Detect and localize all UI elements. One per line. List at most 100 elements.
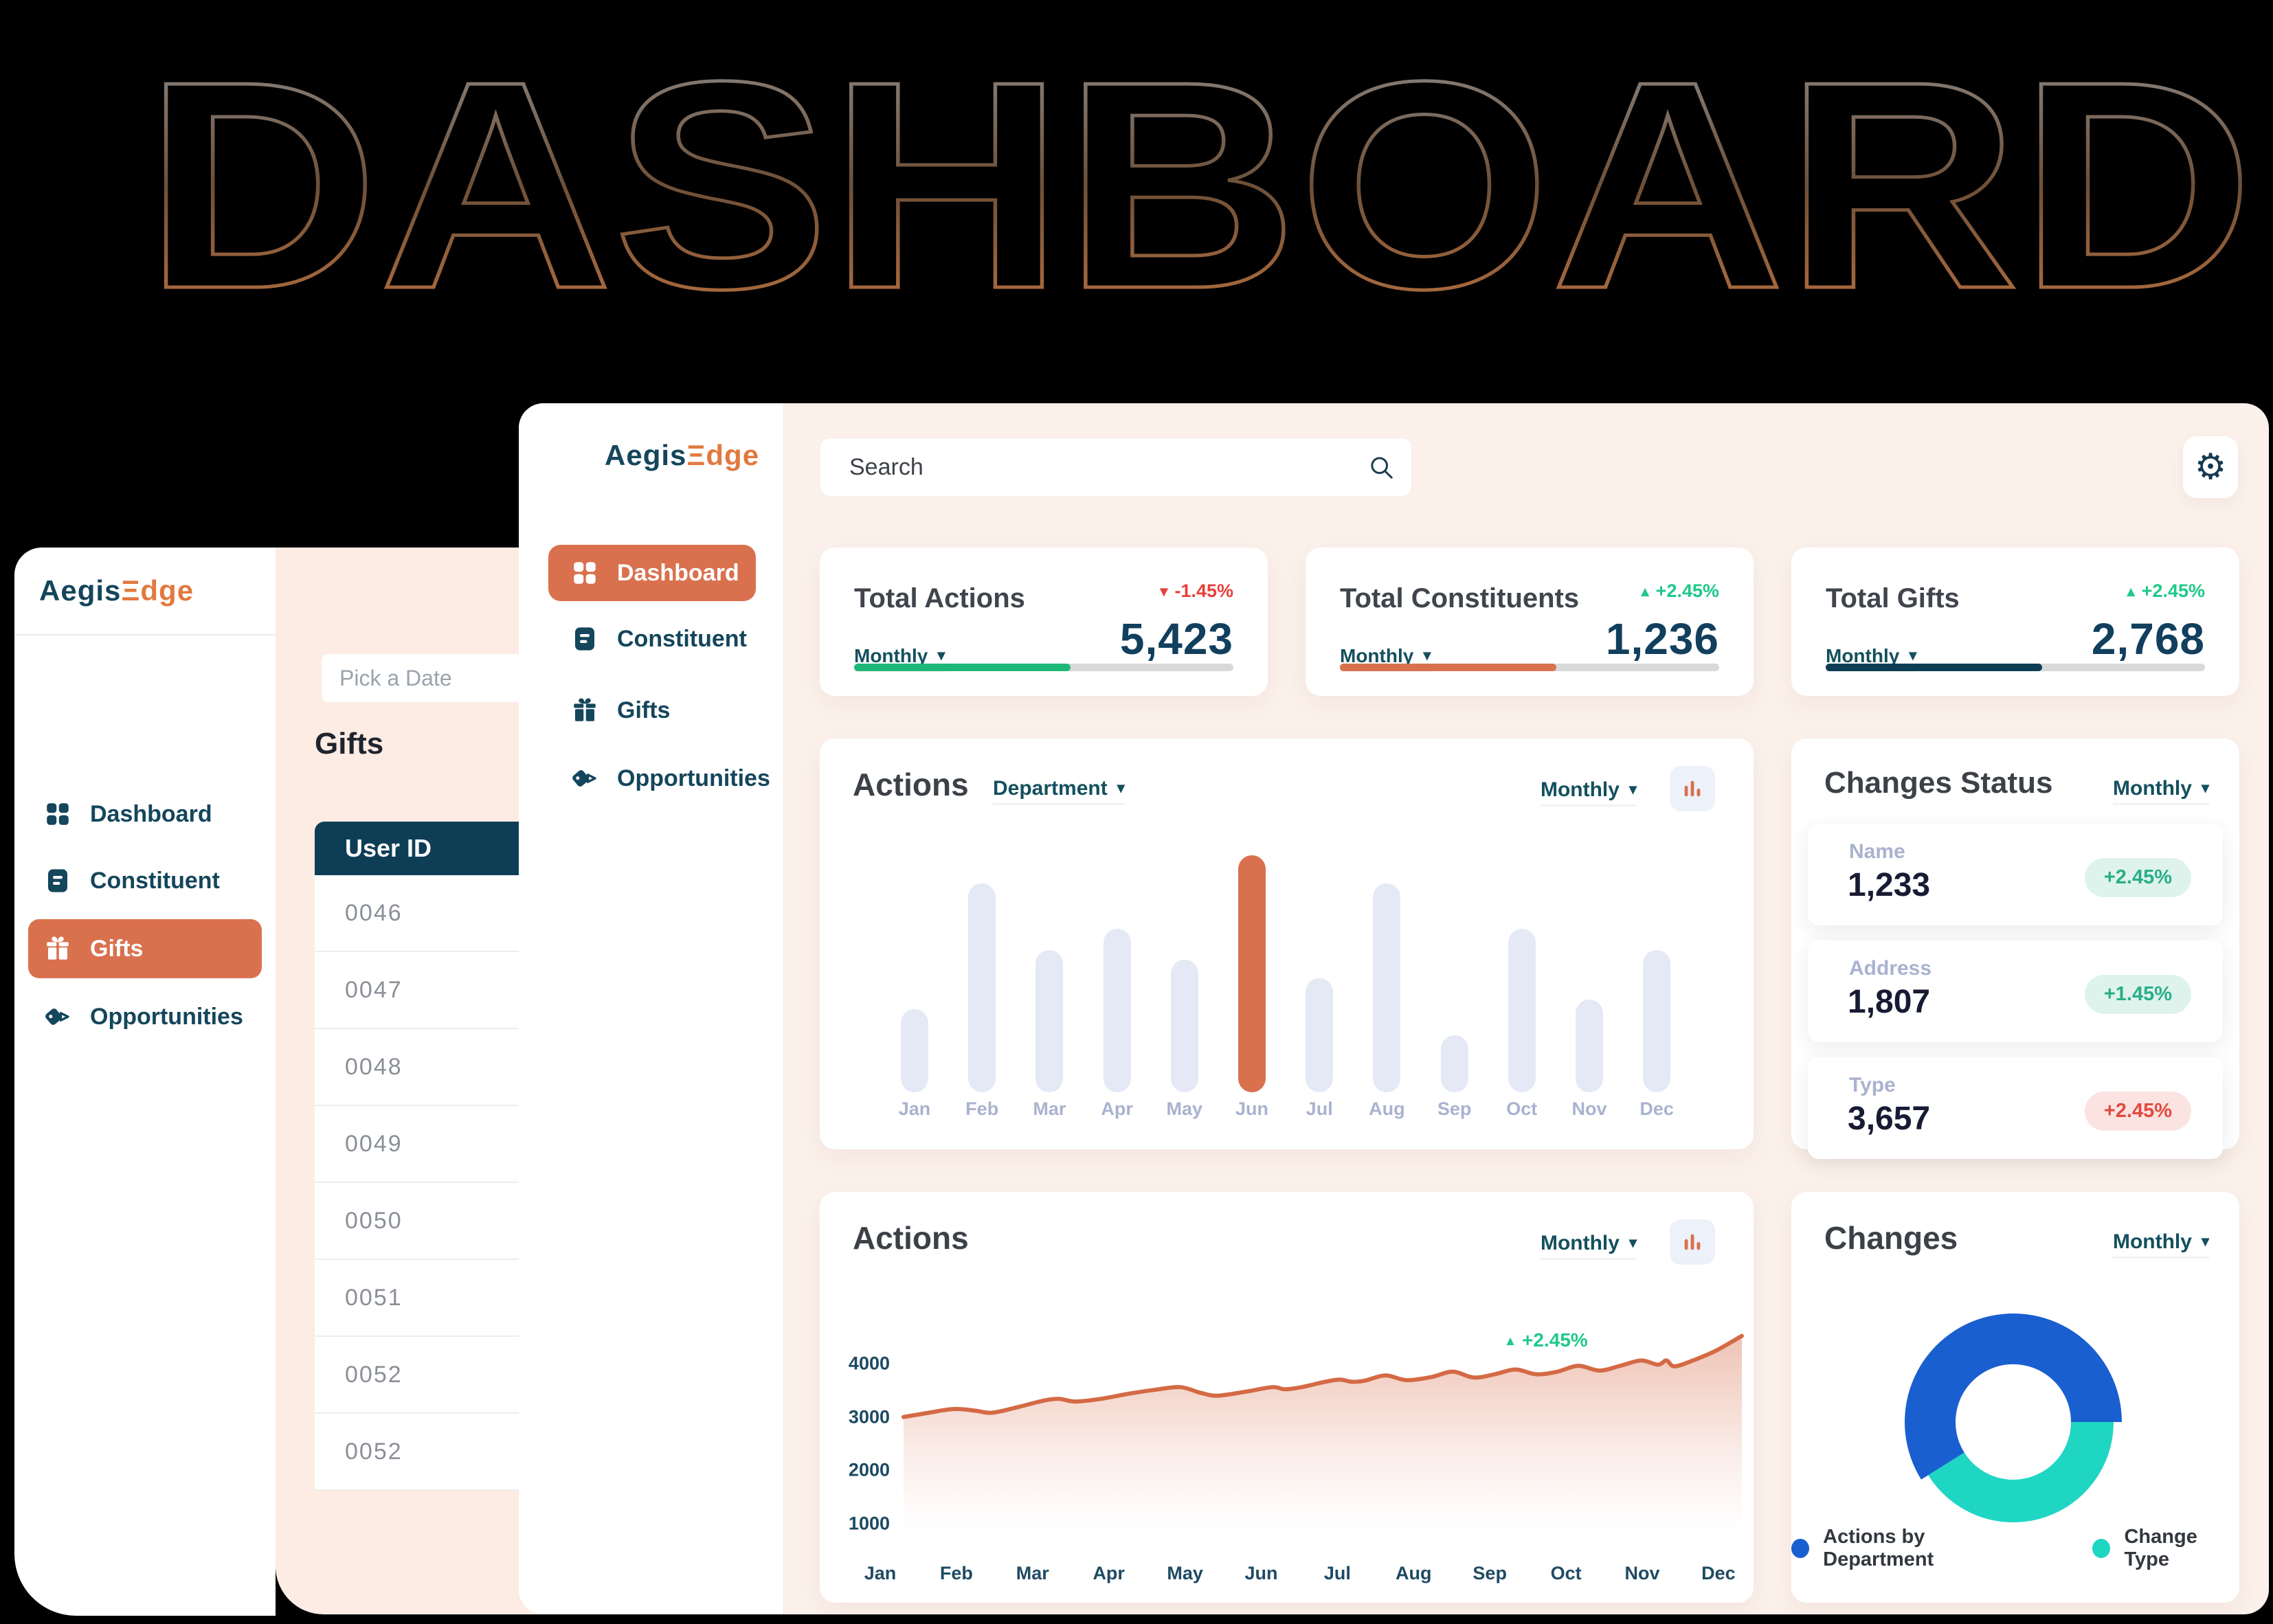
sidebar-item-label: Dashboard [617,559,739,586]
search-input[interactable] [820,438,1412,497]
actions-bar-chart-card: Actions Department ▾ Monthly ▾ Jan Feb Mar Ap… [820,738,1754,1149]
table-row[interactable]: 0051 [315,1260,522,1337]
progress-fill [1340,664,1556,671]
gifts-table: User ID 0046 0047 0048 0049 0050 0051 0052 0052 [315,822,522,1491]
date-picker-input[interactable] [322,654,522,702]
donut-slice-actions-by-department [1905,1313,2122,1480]
chevron-down-icon: ▾ [1628,1234,1637,1251]
chevron-down-icon: ▾ [937,646,945,664]
bar-Aug [1373,883,1401,1092]
constituent-document-icon [48,869,67,892]
y-tick-label: 1000 [848,1513,890,1534]
chart-type-button[interactable] [1670,1219,1715,1265]
line-y-axis: 4000 3000 2000 1000 [835,1192,890,1603]
bar-Jun [1238,855,1266,1092]
bar-x-label: Sep [1437,1098,1472,1119]
sidebar-item-label: Opportunities [617,765,770,791]
stat-value: 5,423 [1119,614,1233,664]
line-x-axis: Jan Feb Mar Apr May Jun Jul Aug Sep Oct Nov Dec [820,1192,1754,1603]
donut-slice-change-type [1928,1422,2114,1523]
sidebar-item-gifts[interactable]: Gifts [548,682,756,738]
brand-logo: AegisΞdge [39,574,194,607]
gifts-table-body: 0046 0047 0048 0049 0050 0051 0052 0052 [315,875,522,1491]
back-window-sidebar: AegisΞdge Dashboard Constituent Gifts Op… [14,548,276,1616]
chart-type-button[interactable] [1670,766,1715,811]
trend-arrow-icon: ▾ [1160,582,1168,600]
stat-title: Total Constituents [1340,583,1580,613]
area-fill [904,1335,1742,1539]
x-tick-label: Oct [1550,1563,1582,1583]
trend-line [902,1333,1744,1419]
bar-x-label: Jan [898,1098,931,1119]
stat-card-total-constituents: Total Constituents ▴ +2.45% Monthly ▾ 1,23… [1306,548,1754,696]
sidebar-item-gifts[interactable]: Gifts [28,919,262,978]
legend-dot [1791,1539,1810,1558]
bar-x-label: Nov [1571,1098,1607,1119]
table-row[interactable]: 0046 [315,875,522,952]
sidebar-item-constituent[interactable]: Constituent [548,611,756,667]
donut-chart [1905,1313,2122,1523]
x-tick-label: Jun [1244,1563,1278,1583]
x-tick-label: Sep [1473,1563,1507,1583]
hero-title: DASHBOARD [144,25,2254,320]
bar-chart-plot: Jan Feb Mar Apr May Jun Jul Aug Sep Oct Nov Dec [820,738,1754,1149]
card-title: Actions [853,767,969,802]
x-tick-label: Mar [1016,1563,1049,1583]
period-dropdown[interactable]: Monthly ▾ [1540,1232,1637,1260]
gift-icon [47,936,69,960]
period-dropdown[interactable]: Monthly ▾ [2112,1230,2209,1259]
bar-x-label: Oct [1506,1098,1538,1119]
department-dropdown[interactable]: Department ▾ [993,777,1125,805]
stat-title: Total Gifts [1826,583,1960,613]
settings-button[interactable]: ⚙ [2183,436,2238,498]
bar-x-label: Dec [1639,1098,1674,1119]
sidebar-item-opportunities[interactable]: Opportunities [28,987,262,1046]
table-row[interactable]: 0048 [315,1029,522,1106]
bar-x-label: May [1166,1098,1203,1119]
status-row-name: Name 1,233 +2.45% [1808,824,2223,925]
back-window-logo: AegisΞdge [14,548,276,635]
stat-delta-badge: ▾ -1.45% [1160,580,1233,601]
period-dropdown[interactable]: Monthly ▾ [1540,778,1637,807]
legend-item: Actions by Department [1791,1526,2026,1571]
sidebar-item-label: Constituent [90,867,220,894]
progress-fill [1826,664,2042,671]
card-title: Actions [853,1220,969,1256]
table-row[interactable]: 0052 [315,1337,522,1414]
legend-item: Change Type [2092,1526,2239,1571]
sidebar-item-label: Gifts [617,697,671,723]
table-row[interactable]: 0052 [315,1414,522,1491]
table-row[interactable]: 0047 [315,952,522,1029]
table-row[interactable]: 0049 [315,1106,522,1183]
sidebar-item-dashboard[interactable]: Dashboard [548,545,756,601]
x-tick-label: Feb [939,1563,973,1583]
trend-arrow-icon: ▴ [1507,1333,1514,1349]
dashboard-grid-icon [574,562,596,584]
sidebar-item-dashboard[interactable]: Dashboard [28,785,262,844]
x-tick-label: Apr [1093,1563,1125,1583]
stat-title: Total Actions [854,583,1025,613]
actions-line-chart-card: Actions Monthly ▾ 4000 3000 2000 1000 Jan Feb… [820,1192,1754,1603]
y-tick-label: 4000 [848,1353,890,1374]
stat-card-total-actions: Total Actions ▾ -1.45% Monthly ▾ 5,423 [820,548,1268,696]
chevron-down-icon: ▾ [1628,780,1637,798]
card-title: Changes Status [1824,766,2053,800]
bar-Jan [901,1009,928,1092]
brand-logo: AegisΞdge [605,439,760,471]
bar-Apr [1103,928,1131,1092]
sidebar-item-label: Dashboard [90,800,212,827]
bar-chart-icon [1684,1234,1701,1250]
table-row[interactable]: 0050 [315,1183,522,1260]
bar-x-label: Jun [1235,1098,1269,1119]
bar-chart-icon [1684,780,1701,797]
sidebar-item-opportunities[interactable]: Opportunities [548,750,770,807]
period-dropdown[interactable]: Monthly ▾ [2112,777,2209,805]
stat-value: 2,768 [2091,614,2205,664]
chevron-down-icon: ▾ [1423,646,1431,664]
line-chart-plot [902,1333,1744,1539]
progress-track [1826,664,2205,671]
card-title: Changes [1824,1220,1958,1256]
sidebar-item-constituent[interactable]: Constituent [28,851,262,910]
bar-May [1170,959,1198,1092]
sidebar-item-label: Constituent [617,625,747,652]
